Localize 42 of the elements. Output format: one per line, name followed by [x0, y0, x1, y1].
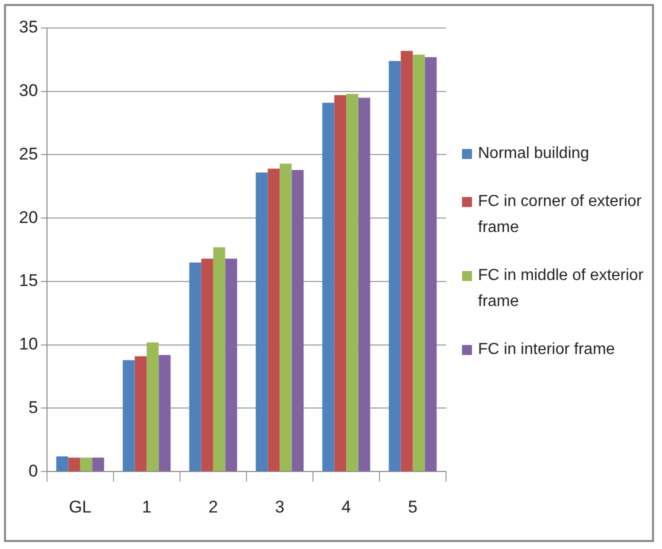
bar: [322, 102, 334, 472]
bar: [122, 360, 135, 472]
x-tick-label: GL: [68, 497, 92, 516]
bar: [424, 57, 437, 472]
y-tick-label: 0: [28, 461, 38, 480]
bar: [334, 95, 346, 472]
bar: [213, 247, 226, 472]
y-tick-label: 15: [18, 271, 38, 290]
x-tick-label: 4: [341, 497, 351, 516]
bar: [146, 342, 159, 472]
y-tick-label: 30: [18, 81, 38, 100]
y-tick-label: 35: [18, 18, 38, 37]
legend-label: FC in interior frame: [478, 340, 615, 360]
bar: [412, 54, 425, 472]
bar: [280, 164, 292, 472]
bar: [388, 60, 401, 472]
x-tick-label: 3: [274, 497, 284, 516]
y-tick-label: 10: [18, 334, 38, 354]
legend-label: FC in middle of exterior frame: [478, 266, 644, 312]
bar: [80, 458, 92, 472]
bar: [400, 50, 413, 472]
x-tick-label: 5: [408, 497, 418, 516]
y-tick-label: 20: [18, 208, 38, 227]
legend-label: FC in corner of exterior frame: [478, 192, 643, 238]
bar: [134, 356, 147, 472]
bar: [268, 168, 280, 472]
x-tick-label: 1: [142, 497, 152, 516]
bar: [201, 258, 214, 472]
bar: [292, 170, 304, 472]
legend-label: Normal building: [478, 144, 590, 164]
bar: [256, 172, 268, 472]
bar: [92, 458, 104, 472]
bar: [158, 354, 171, 472]
y-tick-label: 5: [28, 398, 38, 417]
bar: [56, 456, 68, 472]
x-tick-label: 2: [208, 497, 218, 516]
y-tick-label: 25: [18, 144, 38, 164]
bar: [68, 458, 80, 472]
bar: [358, 98, 370, 472]
bar: [346, 94, 358, 472]
bar: [225, 258, 238, 472]
bar: [189, 262, 202, 472]
